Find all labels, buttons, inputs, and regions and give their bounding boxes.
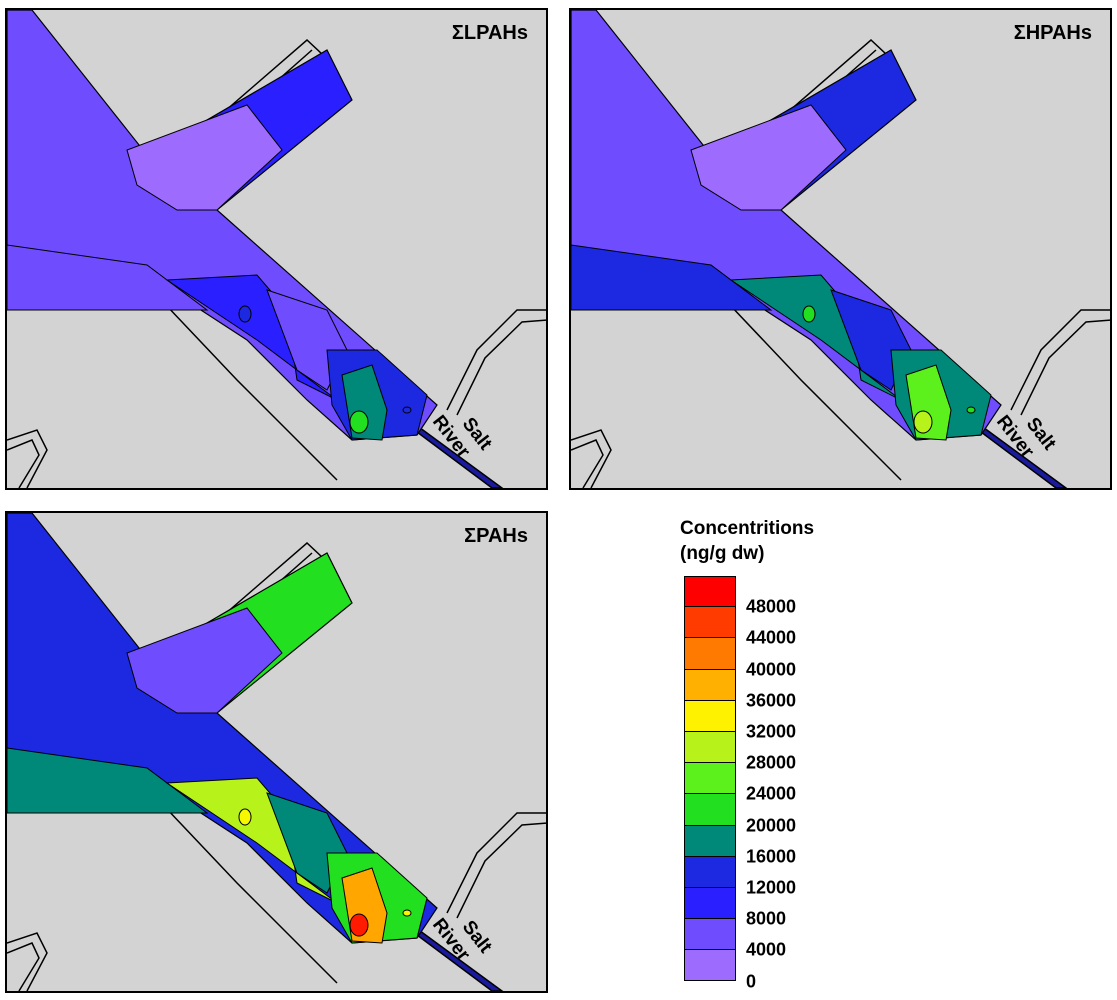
legend-tick-label: 16000	[746, 846, 797, 867]
panel-title: ΣPAHs	[464, 525, 528, 547]
legend-tick-label: 48000	[746, 596, 797, 617]
concentration-legend: Concentritions (ng/g dw) 48000 44000 40000…	[680, 516, 860, 996]
legend-tick-label: 4000	[746, 939, 787, 960]
legend-title-line2: (ng/g dw)	[680, 543, 765, 564]
map-panel-1: ΣLPAHs Salt River	[5, 8, 548, 490]
legend-swatch	[684, 919, 736, 951]
legend-tick-label: 8000	[746, 908, 787, 929]
legend-swatch	[684, 731, 736, 764]
legend-swatch	[684, 887, 736, 920]
legend-tick-label: 0	[746, 971, 757, 992]
legend-tick-label: 20000	[746, 815, 797, 836]
panel-title: ΣHPAHs	[1013, 22, 1092, 44]
legend-tick-label: 24000	[746, 783, 797, 804]
legend-swatch	[684, 856, 736, 888]
legend-tick-label: 36000	[746, 690, 797, 711]
map-panel-2: ΣHPAHs Salt River	[569, 8, 1112, 490]
legend-swatch	[684, 638, 736, 670]
legend-color-bar	[684, 576, 736, 982]
legend-swatch	[684, 576, 736, 608]
legend-swatch	[684, 825, 736, 857]
panel-title: ΣLPAHs	[451, 22, 528, 44]
legend-swatch	[684, 669, 736, 701]
legend-tick-label: 44000	[746, 627, 797, 648]
map-panel-3: ΣPAHs Salt River	[5, 511, 548, 993]
legend-title-line1: Concentritions	[680, 518, 815, 539]
legend-swatch	[684, 794, 736, 826]
legend-tick-label: 40000	[746, 659, 797, 680]
concentration-contour-map	[7, 10, 546, 488]
concentration-contour-map	[7, 513, 546, 991]
legend-swatch	[684, 607, 736, 639]
legend-swatch	[684, 950, 736, 982]
concentration-contour-map	[571, 10, 1110, 488]
legend-tick-label: 12000	[746, 877, 797, 898]
legend-swatch	[684, 700, 736, 732]
legend-tick-label: 32000	[746, 721, 797, 742]
legend-tick-label: 28000	[746, 752, 797, 773]
legend-swatch	[684, 763, 736, 795]
